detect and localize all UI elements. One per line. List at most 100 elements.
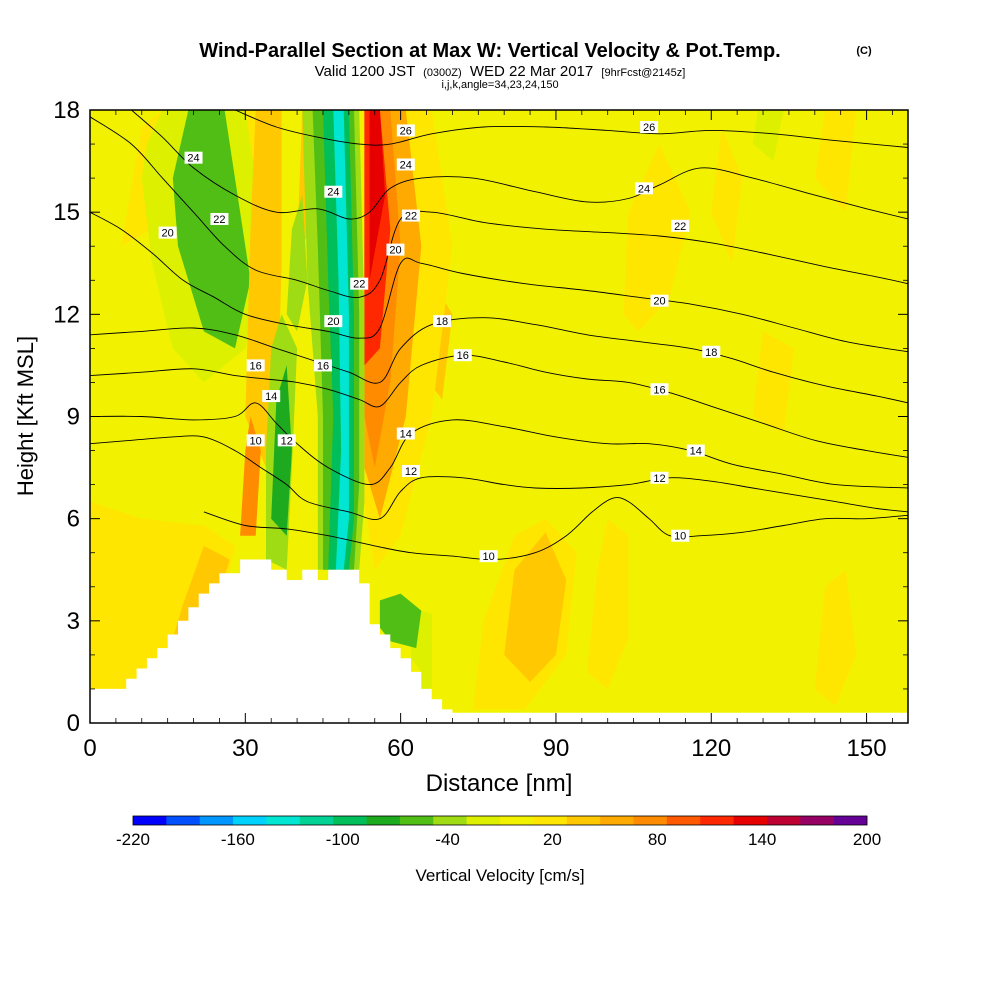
colorbar-tick-label: -100 [326, 830, 360, 849]
velocity-region [271, 365, 292, 536]
isentrope-contours [90, 110, 908, 561]
isentrope-label: 16 [313, 359, 332, 372]
isentrope-label: 14 [262, 390, 281, 403]
isentrope-label: 20 [324, 315, 343, 328]
isentrope-20 [90, 211, 908, 353]
isentrope-label-box [396, 158, 415, 171]
colorbar-tick-label: 140 [748, 830, 776, 849]
valid-time-line: Valid 1200 JST (0300Z) WED 22 Mar 2017 [… [315, 63, 686, 80]
isentrope-label: 16 [650, 383, 669, 396]
isentrope-label: 24 [184, 151, 203, 165]
velocity-region [369, 110, 386, 281]
colorbar-swatch [500, 816, 534, 825]
y-tick-label: 0 [67, 710, 80, 737]
isentrope-label-box [210, 212, 229, 225]
plot-area: 10 10 10 12 12 12 14 14 14 16 16 16 16 18 18 20 20 20 20 22… [90, 110, 908, 723]
isentrope-label: 22 [210, 212, 229, 226]
isentrope-label-box [650, 383, 669, 396]
isentrope-label-box [277, 434, 296, 447]
isentrope-label: 10 [479, 550, 498, 563]
isentrope-label: 14 [686, 444, 705, 458]
isentrope-label: 24 [324, 185, 343, 199]
velocity-region [752, 110, 784, 162]
velocity-region [504, 532, 567, 683]
isentrope-24 [131, 110, 908, 220]
colorbar-frame [132, 815, 868, 826]
y-tick-label: 18 [53, 97, 80, 124]
velocity-region [814, 110, 857, 213]
isentrope-label: 20 [650, 294, 669, 308]
x-tick-label: 30 [232, 735, 259, 762]
colorbar-swatch [700, 816, 734, 825]
isentrope-label-box [324, 185, 343, 198]
isentrope-label: 26 [396, 124, 415, 137]
velocity-region [711, 127, 743, 264]
isentrope-label: 12 [650, 471, 669, 485]
isentrope-label-text: 10 [483, 551, 495, 563]
isentrope-label-text: 24 [187, 153, 199, 165]
isentrope-label: 18 [433, 315, 452, 328]
y-tick-label: 6 [67, 506, 80, 533]
colorbar-swatch [166, 816, 201, 825]
velocity-region [333, 110, 349, 570]
isentrope-label-text: 26 [643, 122, 655, 134]
valid-prefix: Valid 1200 JST [315, 63, 415, 80]
colorbar-swatch [399, 816, 434, 825]
isentrope-label: 10 [246, 434, 265, 447]
isentrope-label-box [671, 219, 690, 232]
colorbar-swatch [533, 816, 568, 825]
isentrope-12 [90, 435, 908, 520]
isentrope-18 [90, 317, 908, 404]
colorbar-tick-label: 80 [648, 830, 667, 849]
colorbar-title: Vertical Velocity [cm/s] [415, 866, 584, 885]
isentrope-label: 12 [277, 434, 296, 447]
isentrope-label: 22 [671, 219, 690, 233]
y-tick-label: 12 [53, 301, 80, 328]
terrain-mask [90, 559, 908, 723]
isentrope-label: 22 [401, 209, 420, 223]
isentrope-label-box [262, 390, 281, 403]
x-axis-title: Distance [nm] [426, 770, 573, 797]
colorbar-swatch [133, 816, 167, 825]
isentrope-label: 20 [386, 243, 405, 257]
velocity-region [587, 518, 629, 689]
isentrope-label-text: 24 [638, 183, 650, 195]
colorbar-tick-label: 200 [853, 830, 881, 849]
colorbar-swatch [199, 816, 234, 825]
copyright-mark: (C) [856, 45, 872, 57]
isentrope-label-box [671, 529, 690, 542]
title-block: Wind-Parallel Section at Max W: Vertical… [199, 40, 872, 91]
isentrope-label-text: 22 [213, 214, 225, 226]
isentrope-label: 18 [702, 345, 721, 359]
isentrope-label: 22 [350, 277, 369, 291]
colorbar-swatch [233, 816, 267, 825]
isentrope-label-text: 20 [389, 245, 401, 257]
isentrope-label-text: 18 [705, 347, 717, 359]
isentrope-label: 10 [671, 529, 690, 543]
velocity-region [814, 569, 857, 706]
isentrope-label-text: 26 [400, 125, 412, 137]
x-axis: 0 30 60 90 120 150 [83, 110, 893, 762]
isentrope-label-box [246, 434, 265, 447]
isentrope-label-text: 22 [674, 221, 686, 233]
colorbar-swatch [833, 816, 868, 825]
x-tick-label: 120 [691, 735, 731, 762]
y-tick-label: 3 [67, 608, 80, 635]
isentrope-label-box [650, 294, 669, 307]
isentrope-label-box [686, 444, 705, 457]
velocity-region [379, 593, 422, 649]
colorbar-swatch [666, 816, 701, 825]
isentrope-label: 24 [634, 182, 653, 195]
isentrope-label-box [396, 427, 415, 440]
isentrope-16 [90, 354, 908, 458]
velocity-region [752, 331, 795, 434]
isentrope-label-text: 14 [690, 446, 702, 458]
isentrope-label-text: 22 [405, 211, 417, 223]
isentrope-label: 14 [396, 427, 415, 441]
isentrope-label-box [313, 359, 332, 372]
forecast-label: [9hrFcst@2145z] [601, 67, 685, 79]
isentrope-label-box [396, 124, 415, 137]
colorbar-swatch [600, 816, 634, 825]
colorbar-swatch [266, 816, 301, 825]
